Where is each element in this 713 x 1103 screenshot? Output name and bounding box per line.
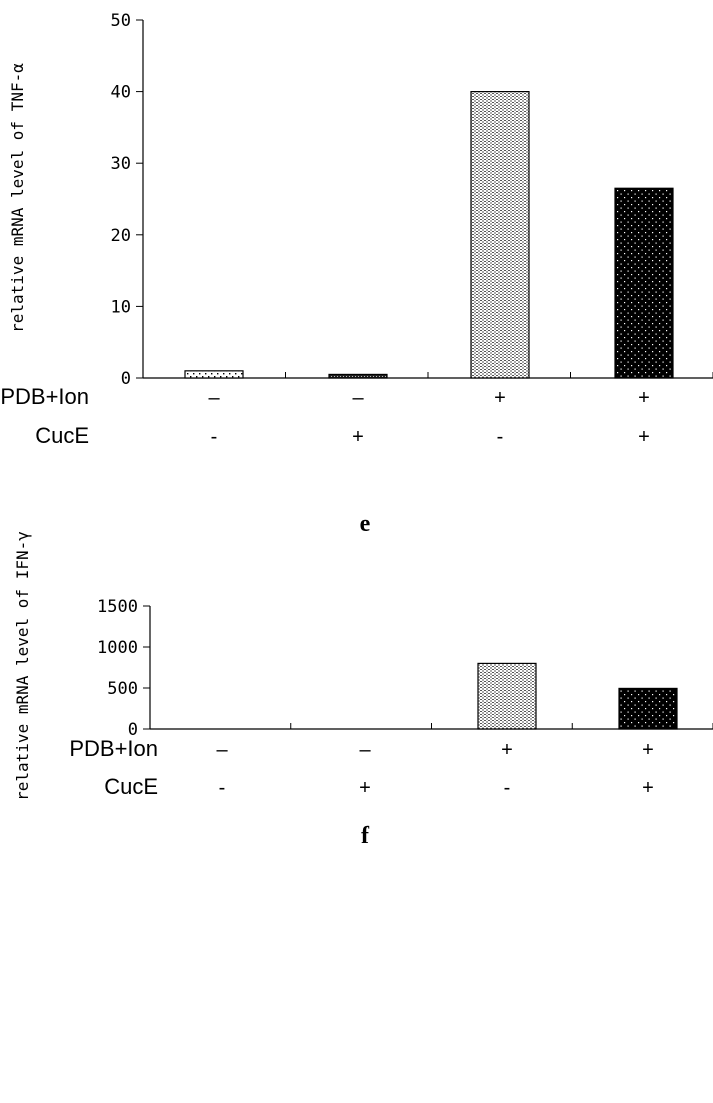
y-tick-label: 1000 xyxy=(97,638,138,658)
condition-label-1: PDB+Ion xyxy=(69,736,158,761)
condition-label-2: CucE xyxy=(104,774,158,799)
condition-sign: - xyxy=(504,777,511,799)
condition-sign: – xyxy=(216,739,228,761)
y-tick-label: 50 xyxy=(111,11,131,31)
bar-3 xyxy=(477,662,537,730)
condition-sign: + xyxy=(642,777,654,799)
condition-sign: - xyxy=(211,426,218,448)
y-axis-label: relative mRNA level of TNF-α xyxy=(8,63,27,333)
condition-sign: + xyxy=(642,739,654,761)
condition-sign: + xyxy=(501,739,513,761)
chart-panel-e: 0 10 20 30 40 50 relative mRNA level of TNF-α P… xyxy=(0,11,713,537)
condition-sign: - xyxy=(497,426,504,448)
y-tick-label: 0 xyxy=(128,720,138,740)
bar-3 xyxy=(470,90,530,379)
bar-2 xyxy=(328,373,388,379)
condition-sign: + xyxy=(494,387,506,409)
bar-4 xyxy=(614,187,674,379)
condition-sign: + xyxy=(638,426,650,448)
bar-1 xyxy=(184,370,244,379)
y-tick-label: 500 xyxy=(107,679,138,699)
condition-sign: – xyxy=(352,387,364,409)
y-tick-label: 1500 xyxy=(97,597,138,617)
condition-sign: + xyxy=(638,387,650,409)
y-axis-label: relative mRNA level of IFN-γ xyxy=(13,531,32,801)
bar-4 xyxy=(618,687,678,730)
y-tick-label: 10 xyxy=(111,297,131,317)
y-tick-label: 20 xyxy=(111,226,131,246)
condition-sign: - xyxy=(219,777,226,799)
condition-sign: + xyxy=(352,426,364,448)
condition-sign: – xyxy=(208,387,220,409)
y-tick-label: 30 xyxy=(111,154,131,174)
y-tick-label: 40 xyxy=(111,83,131,103)
y-tick-label: 0 xyxy=(121,369,131,389)
panel-label: f xyxy=(361,823,370,849)
condition-label-1: PDB+Ion xyxy=(0,384,89,409)
chart-panel-f: 0 500 1000 1500 relative mRNA level of IFN-γ… xyxy=(13,531,713,849)
condition-sign: + xyxy=(359,777,371,799)
condition-label-2: CucE xyxy=(35,423,89,448)
panel-label: e xyxy=(360,511,371,537)
condition-sign: – xyxy=(359,739,371,761)
